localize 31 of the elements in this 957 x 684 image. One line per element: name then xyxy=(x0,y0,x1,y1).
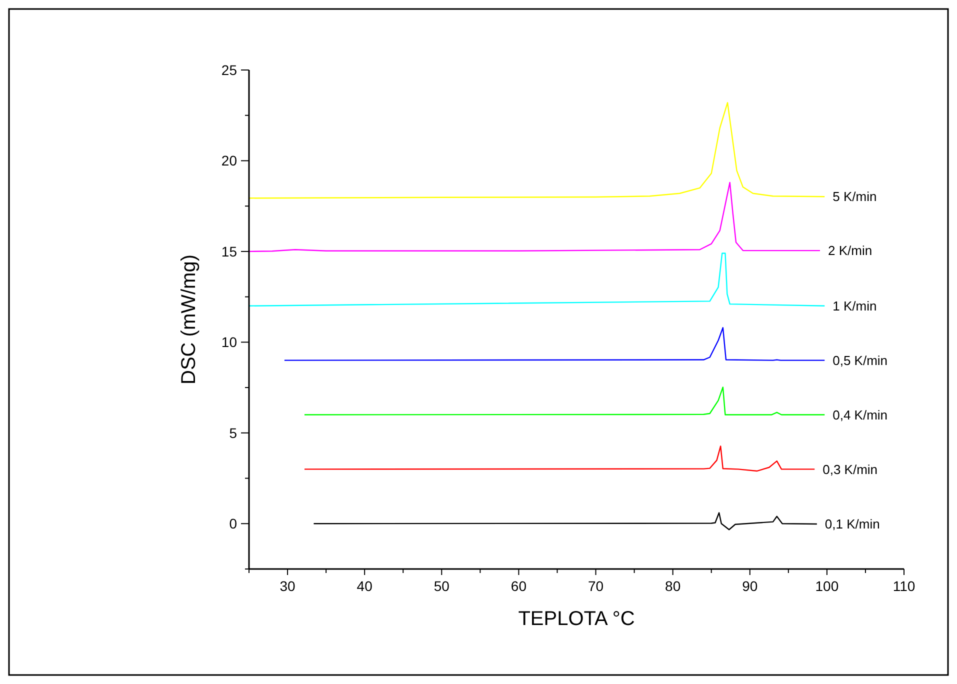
series-label: 0,5 K/min xyxy=(832,352,888,368)
x-tick-label: 90 xyxy=(742,578,758,594)
series-label: 5 K/min xyxy=(832,189,877,204)
series-label: 1 K/min xyxy=(832,298,877,314)
line-series xyxy=(284,327,826,361)
line-series xyxy=(304,446,816,472)
series-label: 2 K/min xyxy=(828,243,872,258)
y-tick-label: 25 xyxy=(221,62,238,78)
x-tick-label: 100 xyxy=(815,578,839,594)
line-series xyxy=(313,512,818,530)
y-tick-label: 0 xyxy=(229,516,238,532)
x-tick-label: 80 xyxy=(665,578,681,594)
x-tick-label: 70 xyxy=(588,578,604,594)
y-tick-label: 5 xyxy=(229,424,238,441)
y-axis-title: DSC (mW/mg) xyxy=(178,254,200,384)
y-tick-label: 10 xyxy=(221,334,238,350)
series-label: 0,3 K/min xyxy=(822,462,878,477)
line-series xyxy=(304,386,826,416)
line-series xyxy=(248,182,821,252)
y-tick-label: 20 xyxy=(221,152,238,169)
x-tick-label: 30 xyxy=(280,578,296,594)
line-series xyxy=(248,252,826,306)
x-axis-title: TEPLOTA °C xyxy=(518,608,635,630)
line-series xyxy=(248,102,826,199)
x-tick-label: 110 xyxy=(892,578,916,594)
y-tick-label: 15 xyxy=(221,243,238,260)
series-label: 0,1 K/min xyxy=(824,516,880,532)
series-label: 0,4 K/min xyxy=(832,407,888,422)
x-tick-label: 50 xyxy=(434,578,450,594)
x-tick-label: 60 xyxy=(510,578,527,594)
x-tick-label: 40 xyxy=(356,578,373,594)
